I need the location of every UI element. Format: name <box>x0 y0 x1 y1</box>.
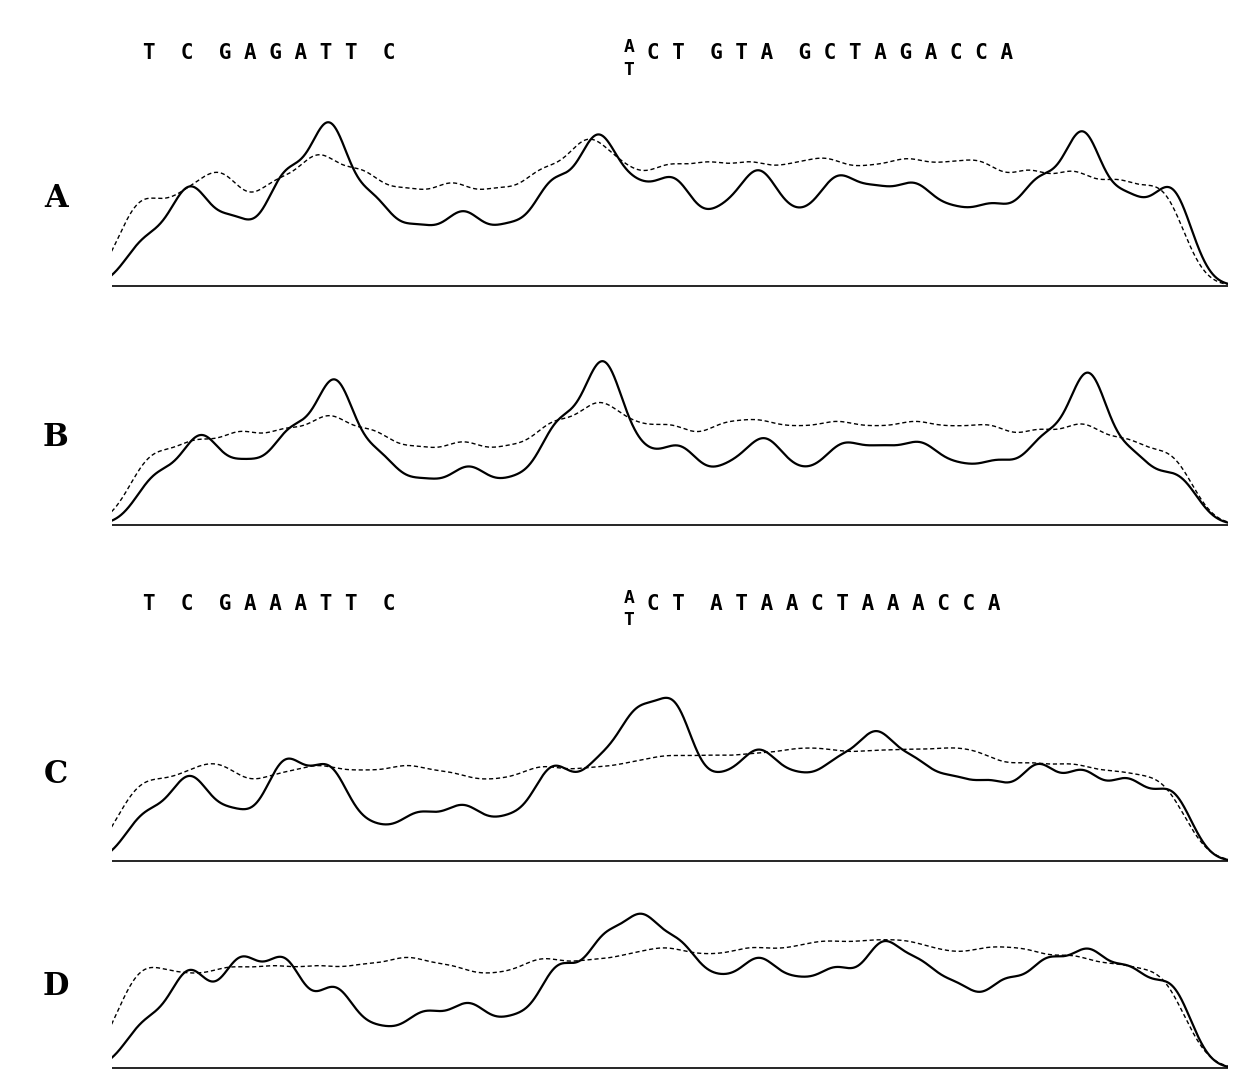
Text: A: A <box>624 38 634 56</box>
Text: T: T <box>624 611 634 630</box>
Text: A: A <box>624 589 634 607</box>
Text: A: A <box>43 184 68 214</box>
Text: C T  A T A A C T A A A C C A: C T A T A A C T A A A C C A <box>647 594 1001 614</box>
Text: C: C <box>43 759 68 790</box>
Text: B: B <box>43 422 68 453</box>
Text: C T  G T A  G C T A G A C C A: C T G T A G C T A G A C C A <box>647 43 1013 63</box>
Text: T  C  G A A A T T  C: T C G A A A T T C <box>143 594 396 614</box>
Text: T  C  G A G A T T  C: T C G A G A T T C <box>143 43 396 63</box>
Text: T: T <box>624 61 634 79</box>
Text: D: D <box>42 971 69 1001</box>
